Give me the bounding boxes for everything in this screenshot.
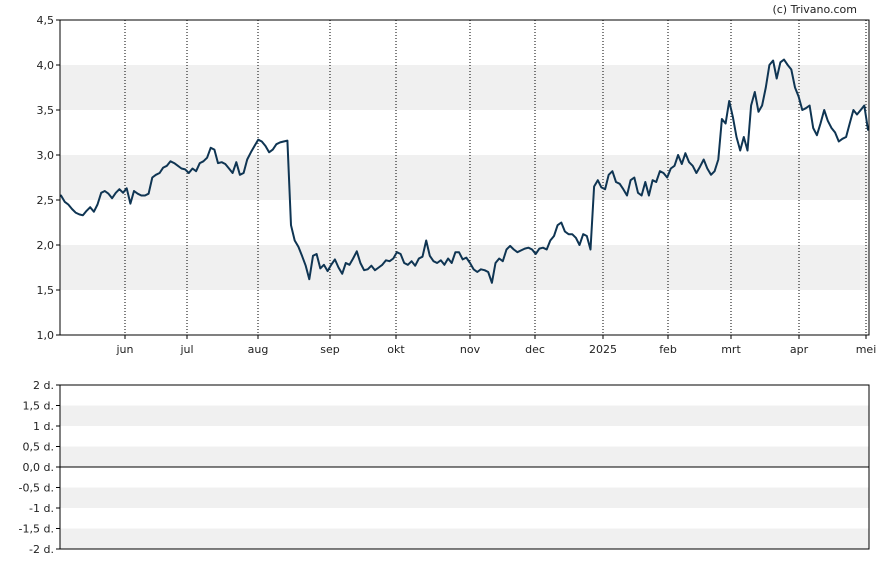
- y-tick-label: 1,5: [37, 284, 55, 297]
- x-tick-label: dec: [525, 343, 545, 356]
- y-tick-label: 4,0: [37, 59, 55, 72]
- sub-y-tick-label: -1,5 d.: [19, 523, 54, 536]
- x-tick-label: mei: [856, 343, 877, 356]
- x-tick-label: okt: [387, 343, 405, 356]
- y-tick-label: 2,5: [37, 194, 55, 207]
- x-tick-label: feb: [659, 343, 677, 356]
- x-tick-label: 2025: [589, 343, 617, 356]
- sub-y-tick-label: 0,0 d.: [23, 461, 54, 474]
- y-tick-label: 4,5: [37, 14, 55, 27]
- y-tick-label: 3,0: [37, 149, 55, 162]
- sub-y-tick-label: 1,5 d.: [23, 400, 54, 413]
- main-y-axis: 1,0 1,5 2,0 2,5 3,0 3,5 4,0 4,5: [37, 14, 60, 342]
- sub-y-tick-label: -2 d.: [29, 543, 54, 556]
- sub-band: [60, 528, 869, 549]
- sub-y-tick-label: 1 d.: [33, 420, 54, 433]
- copyright-label: (c) Trivano.com: [772, 3, 857, 16]
- x-tick-label: jul: [179, 343, 193, 356]
- sub-y-axis: -2 d. -1,5 d. -1 d. -0,5 d. 0,0 d. 0,5 d. 1 d.…: [19, 379, 60, 556]
- sub-band: [60, 446, 869, 467]
- main-band: [60, 155, 869, 200]
- sub-band: [60, 487, 869, 508]
- y-tick-label: 2,0: [37, 239, 55, 252]
- sub-y-tick-label: 2 d.: [33, 379, 54, 392]
- y-tick-label: 3,5: [37, 104, 55, 117]
- x-tick-label: aug: [248, 343, 269, 356]
- main-band: [60, 245, 869, 290]
- y-tick-label: 1,0: [37, 329, 55, 342]
- x-tick-label: nov: [460, 343, 481, 356]
- sub-y-tick-label: -1 d.: [29, 502, 54, 515]
- x-tick-label: sep: [320, 343, 339, 356]
- sub-y-tick-label: 0,5 d.: [23, 441, 54, 454]
- sub-y-tick-label: -0,5 d.: [19, 482, 54, 495]
- x-tick-label: mrt: [721, 343, 741, 356]
- sub-chart-bands: [60, 405, 869, 549]
- x-tick-label: jun: [116, 343, 134, 356]
- main-x-axis: jun jul aug sep okt nov dec 2025 feb mrt apr mei: [116, 335, 877, 356]
- price-line: [60, 58, 869, 284]
- main-band: [60, 65, 869, 110]
- sub-band: [60, 405, 869, 426]
- x-tick-label: apr: [790, 343, 809, 356]
- main-chart-bands: [60, 65, 869, 290]
- main-chart-frame: [59, 19, 870, 336]
